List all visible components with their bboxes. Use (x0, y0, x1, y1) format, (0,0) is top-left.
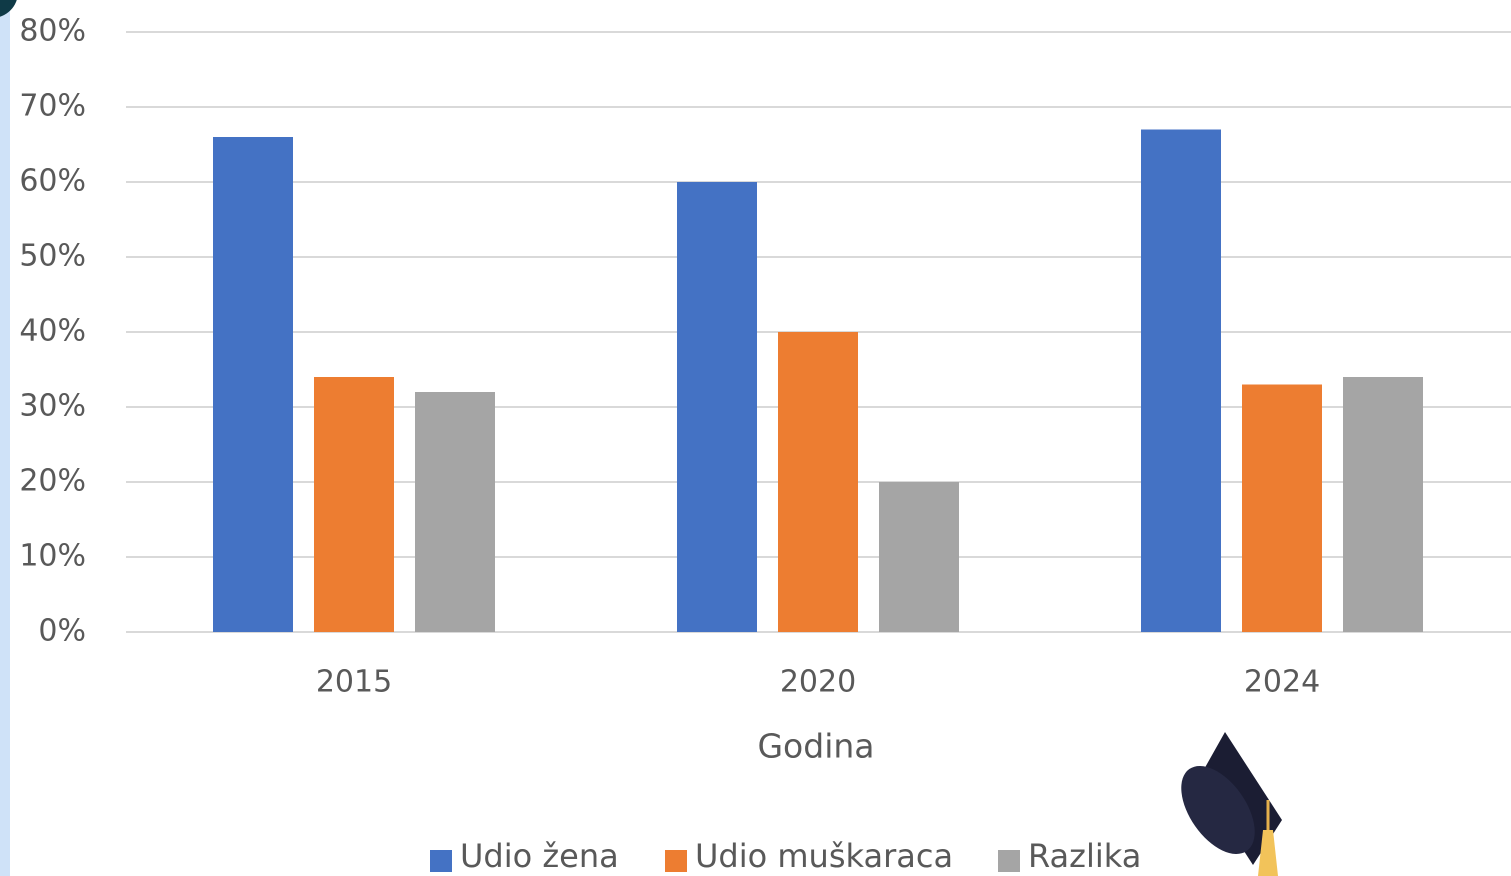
y-tick-label: 70% (19, 89, 86, 124)
cap-base (1181, 766, 1255, 854)
bar (879, 482, 959, 632)
bar (677, 182, 757, 632)
x-tick-label: 2024 (1244, 665, 1320, 700)
side-strip (0, 0, 10, 876)
y-tick-label: 0% (38, 614, 86, 649)
bar (415, 392, 495, 632)
y-tick-label: 60% (19, 164, 86, 199)
y-tick-label: 20% (19, 464, 86, 499)
bar (778, 332, 858, 632)
y-tick-label: 30% (19, 389, 86, 424)
legend-swatch (665, 850, 687, 872)
y-tick-label: 80% (19, 14, 86, 49)
y-tick-label: 40% (19, 314, 86, 349)
y-tick-label: 50% (19, 239, 86, 274)
legend-label: Udio muškaraca (695, 837, 953, 875)
corner-circle (0, 0, 17, 17)
cap-tassel (1258, 830, 1278, 876)
legend-swatch (998, 850, 1020, 872)
legend-label: Udio žena (460, 837, 619, 875)
y-tick-label: 10% (19, 539, 86, 574)
x-tick-label: 2020 (780, 665, 856, 700)
x-tick-label: 2015 (316, 665, 392, 700)
bar (1343, 377, 1423, 632)
legend-label: Razlika (1028, 837, 1141, 875)
bar (1141, 129, 1221, 632)
x-axis-title: Godina (757, 727, 874, 766)
cap-decoration (1181, 732, 1282, 876)
bar (1242, 384, 1322, 632)
bar (314, 377, 394, 632)
bar (213, 137, 293, 632)
legend-swatch (430, 850, 452, 872)
